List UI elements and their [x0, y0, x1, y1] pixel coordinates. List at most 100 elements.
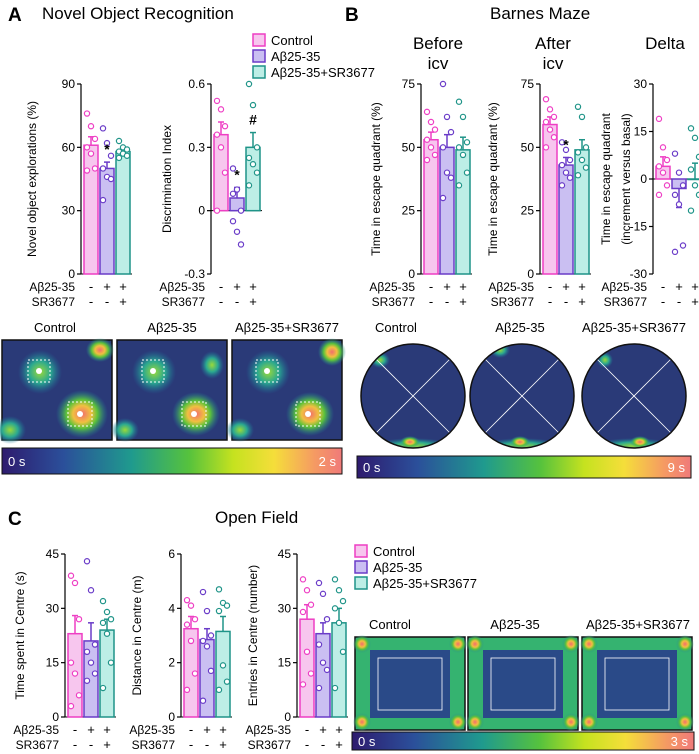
b3-treat-row2-0: - — [661, 294, 665, 309]
b1-ylabel: Time in escape quadrant (%) — [369, 102, 383, 256]
a2-point-0-1 — [217, 106, 225, 113]
chart-escape-before-icv: 0 25 50 75 Time in escape quadrant (%) Aβ25-3… — [369, 77, 472, 309]
b3-point-1-0 — [671, 150, 679, 157]
a1-treat-row2-2: + — [119, 294, 127, 309]
b2-treat-row2-1: - — [564, 294, 568, 309]
heatmap-a-label-control: Control — [34, 320, 76, 335]
a2-point-0-3 — [213, 131, 221, 138]
b2-treat-row1-0: - — [548, 279, 552, 294]
c3-treat-row2-label: SR3677 — [248, 738, 292, 752]
a2-point-1-3 — [229, 218, 237, 225]
b3-point-2-6 — [687, 207, 695, 214]
c1-treat-row1-1: + — [87, 722, 95, 737]
c3-point-2-1 — [335, 587, 343, 594]
heatmap-b-abeta — [469, 343, 575, 449]
a2-point-2-1 — [249, 101, 257, 109]
b3-point-0-6 — [655, 191, 663, 199]
c2-point-0-0 — [183, 596, 191, 604]
legend-a-control-label: Control — [271, 33, 313, 48]
a1-point-0-1 — [87, 123, 95, 130]
b3-ylabel: Time in escape quadrant — [599, 113, 613, 245]
c1-treat-row2-label: SR3677 — [16, 738, 60, 752]
c3-point-1-0 — [315, 579, 323, 587]
a1-point-0-6 — [83, 167, 91, 174]
b1-treat-row1-1: + — [443, 279, 451, 294]
heatmap-a-label-combo: Aβ25-35+SR3677 — [235, 320, 339, 335]
c3-treat-row1-label: Aβ25-35 — [245, 723, 291, 737]
b2-point-1-4 — [562, 169, 570, 176]
c1-point-2-5 — [107, 659, 115, 666]
c2-treat-row2-2: + — [219, 737, 227, 752]
a2-point-0-5 — [221, 169, 229, 176]
a1-point-2-2 — [123, 146, 131, 153]
c2-ytick-label-2: 4 — [168, 601, 175, 615]
b2-point-2-5 — [582, 164, 590, 171]
heatmap-b-control — [360, 343, 466, 449]
b1-treat-row2-0: - — [429, 294, 433, 309]
heatmap-c-control — [353, 635, 467, 731]
b3-treat-row2-2: + — [691, 294, 699, 309]
legend-c: Control Aβ25-35 Aβ25-35+SR3677 — [354, 544, 477, 591]
b2-point-2-0 — [574, 103, 582, 111]
a1-point-1-1 — [103, 139, 111, 147]
c3-point-0-3 — [299, 608, 307, 616]
c3-treat-row2-1: - — [321, 737, 325, 752]
c1-point-1-3 — [83, 648, 91, 656]
b2-point-2-1 — [578, 113, 586, 121]
c1-bar-2 — [99, 629, 115, 718]
c3-treat-row2-0: - — [305, 737, 309, 752]
a1-point-1-6 — [99, 196, 107, 204]
c3-point-2-2 — [339, 597, 347, 605]
a1-ytick-label-3: 90 — [62, 77, 76, 91]
a2-annotation-1: * — [234, 166, 240, 182]
c3-point-2-4 — [335, 619, 343, 627]
b2-point-1-6 — [558, 182, 566, 189]
c3-point-1-3 — [315, 641, 323, 648]
c3-point-0-0 — [299, 576, 307, 583]
b3-ytick-label-1: -15 — [630, 220, 648, 234]
legend-a-combo-swatch — [252, 65, 266, 79]
c2-point-2-4 — [219, 662, 227, 669]
c2-point-0-2 — [191, 616, 199, 623]
b2-point-2-2 — [582, 144, 590, 151]
heatmap-c-abeta — [466, 635, 580, 731]
heatmap-c-combo — [580, 635, 694, 731]
b3-ytick-label-4: 30 — [634, 77, 648, 91]
a1-point-1-2 — [107, 152, 115, 159]
a1-point-0-3 — [83, 144, 91, 151]
b2-point-0-3 — [542, 118, 550, 126]
c1-point-0-4 — [71, 670, 79, 677]
heatmap-c-label-abeta: Aβ25-35 — [490, 617, 539, 632]
b1-point-0-2 — [431, 126, 439, 133]
b1-point-1-6 — [439, 194, 447, 202]
c2-point-0-3 — [183, 621, 191, 628]
a1-treat-row2-0: - — [89, 294, 93, 309]
c2-point-0-6 — [183, 686, 191, 694]
b2-treat-row1-2: + — [578, 279, 586, 294]
b1-point-0-0 — [423, 108, 431, 116]
b2-treat-row1-1: + — [562, 279, 570, 294]
a2-point-1-6 — [229, 190, 237, 197]
b3-point-0-0 — [655, 115, 663, 123]
legend-a: Control Aβ25-35 Aβ25-35+SR3677 — [252, 33, 375, 80]
c3-point-2-0 — [331, 576, 339, 583]
b3-point-2-1 — [691, 134, 699, 142]
b1-point-0-1 — [427, 118, 435, 126]
legend-a-abeta-label: Aβ25-35 — [271, 49, 320, 64]
a2-point-2-2 — [253, 144, 261, 151]
b1-bar-1 — [439, 146, 455, 275]
c3-point-2-3 — [331, 605, 339, 612]
b2-point-2-3 — [574, 149, 582, 156]
c2-point-1-0 — [199, 588, 207, 596]
c2-point-0-5 — [191, 670, 199, 677]
b3-ytick-label-0: -30 — [630, 267, 648, 281]
c3-bar-2 — [331, 622, 347, 718]
b2-point-2-6 — [574, 171, 582, 179]
panel-c-title: Open Field — [215, 508, 298, 527]
c1-ytick-label-3: 45 — [46, 547, 60, 561]
heatmap-a-label-abeta: Aβ25-35 — [147, 320, 196, 335]
b2-point-0-2 — [550, 113, 558, 121]
c1-point-0-5 — [75, 692, 83, 699]
chart-novel-object-explorations: 0 30 60 90 Novel object explorations (%) * Aβ2… — [25, 77, 132, 309]
